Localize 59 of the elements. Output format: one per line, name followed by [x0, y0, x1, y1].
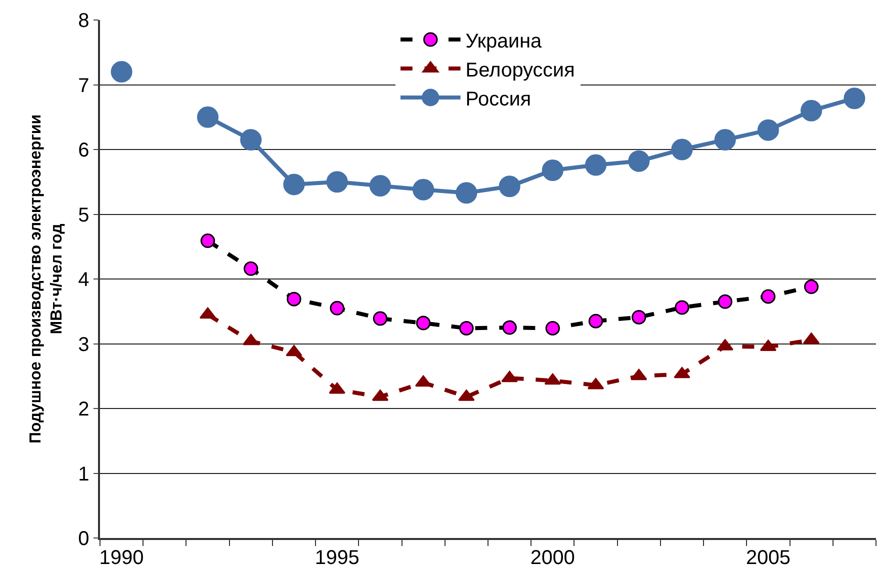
point: [718, 294, 732, 309]
point: [714, 129, 736, 151]
point: [286, 292, 302, 306]
point: [412, 178, 434, 200]
point: [283, 174, 305, 196]
point: [244, 261, 258, 276]
x-tick-label: 1995: [314, 546, 360, 569]
point: [502, 320, 517, 335]
legend-label: Россия: [466, 88, 532, 110]
point: [200, 234, 216, 248]
point: [326, 171, 348, 193]
y-tick-label: 1: [78, 463, 90, 486]
point: [588, 314, 604, 328]
point: [844, 88, 866, 110]
y-tick-label: 0: [78, 528, 90, 550]
point: [542, 159, 564, 181]
point: [588, 378, 604, 390]
y-tick-label: 5: [78, 204, 90, 226]
point: [456, 182, 478, 204]
point: [585, 154, 607, 176]
y-tick-label: 3: [78, 334, 90, 356]
y-axis-title: Подушное производство электроэнергии МВт·ч/чел год: [28, 114, 66, 444]
point: [630, 368, 648, 380]
point: [369, 175, 391, 196]
point: [415, 375, 432, 387]
point: [498, 176, 520, 198]
legend-label: Украина: [466, 30, 543, 52]
y-tick-label: 2: [78, 398, 90, 420]
y-tick-label: 8: [78, 10, 90, 32]
point: [416, 316, 431, 330]
point: [671, 138, 693, 160]
point: [110, 61, 132, 83]
point: [242, 334, 260, 346]
point: [328, 382, 346, 394]
point: [760, 289, 776, 304]
legend-label: Белоруссия: [466, 59, 575, 82]
x-tick-label: 1990: [99, 546, 144, 569]
point: [240, 129, 262, 151]
x-tick-label: 2005: [746, 546, 790, 569]
point: [459, 320, 474, 336]
point: [501, 370, 518, 382]
y-tick-label: 7: [78, 74, 90, 97]
point: [804, 280, 819, 294]
point: [674, 300, 690, 315]
point: [330, 300, 344, 316]
point: [545, 320, 560, 336]
point: [632, 310, 646, 324]
point: [200, 307, 216, 319]
point: [372, 311, 388, 326]
point: [628, 150, 650, 172]
point: [757, 119, 779, 141]
point: [674, 366, 690, 378]
y-tick-label: 6: [78, 140, 90, 162]
point: [544, 373, 561, 385]
point: [197, 106, 219, 128]
point: [800, 100, 822, 122]
y-tick-label: 4: [78, 269, 90, 291]
x-tick-label: 2000: [530, 546, 575, 569]
point: [286, 344, 302, 356]
